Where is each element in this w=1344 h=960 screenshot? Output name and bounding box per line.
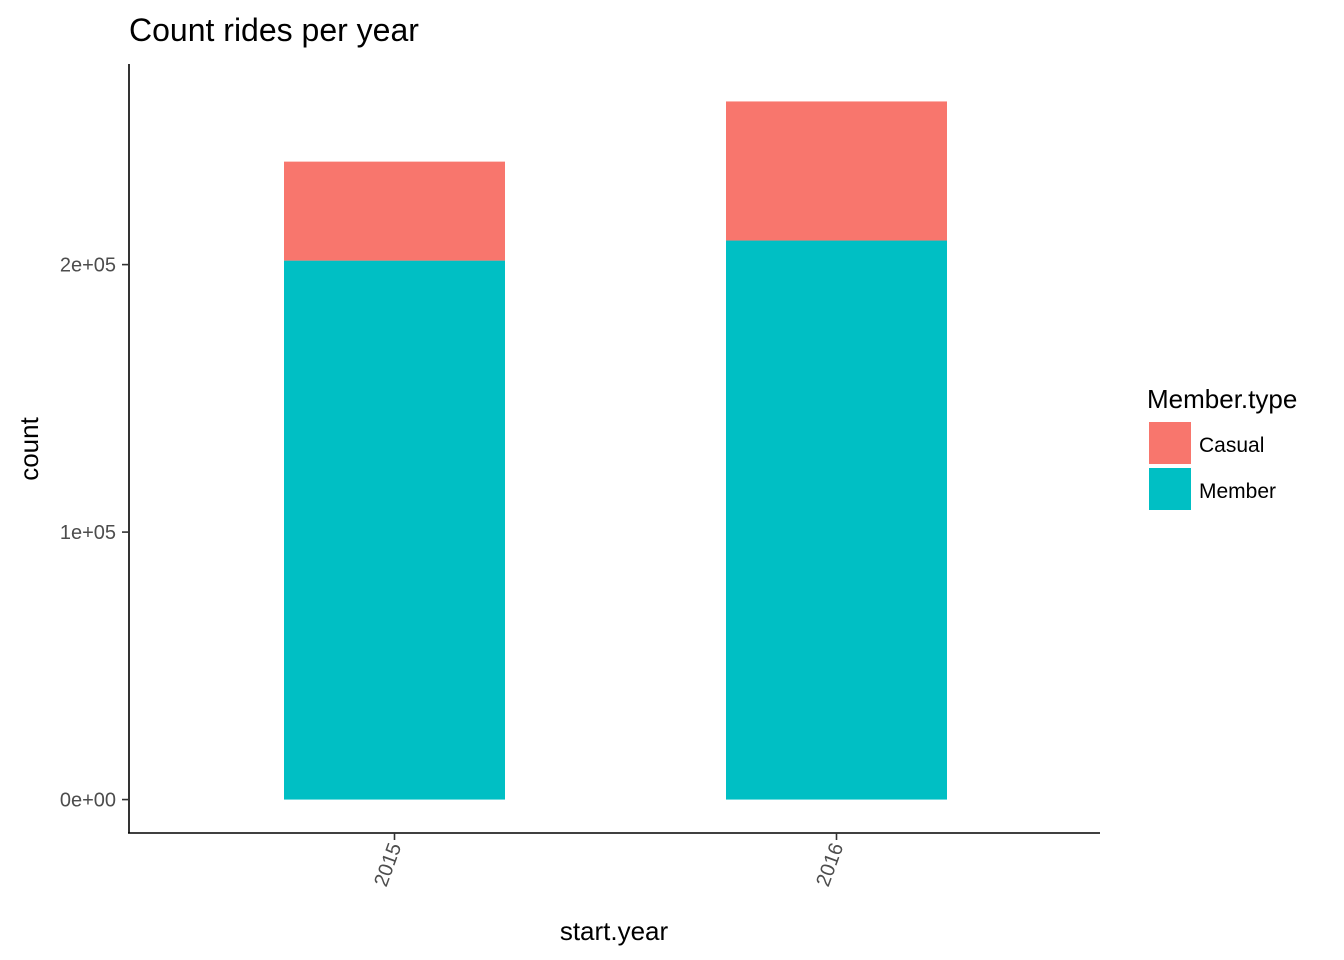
x-tick-label: 2016 [812, 840, 848, 889]
y-tick-label: 0e+00 [60, 790, 116, 812]
y-tick-label: 2e+05 [60, 255, 116, 277]
legend-label-casual: Casual [1199, 434, 1264, 457]
y-axis-title: count [14, 416, 44, 480]
legend-title: Member.type [1147, 384, 1297, 414]
legend: Member.type Casual Member [1147, 384, 1297, 510]
legend-swatch-casual [1149, 422, 1191, 464]
bar-member-2015 [284, 260, 505, 800]
chart-title: Count rides per year [129, 12, 419, 48]
bar-casual-2015 [284, 161, 505, 261]
x-tick-label: 2015 [370, 840, 406, 889]
y-axis-ticks: 0e+00 1e+05 2e+05 [60, 255, 129, 812]
plot-area [284, 101, 947, 800]
y-tick-label: 1e+05 [60, 522, 116, 544]
bar-member-2016 [726, 240, 947, 800]
legend-label-member: Member [1199, 480, 1276, 503]
x-axis-ticks: 2015 2016 [370, 833, 848, 890]
bar-casual-2016 [726, 101, 947, 241]
legend-swatch-member [1149, 468, 1191, 510]
x-axis-title: start.year [560, 916, 669, 946]
